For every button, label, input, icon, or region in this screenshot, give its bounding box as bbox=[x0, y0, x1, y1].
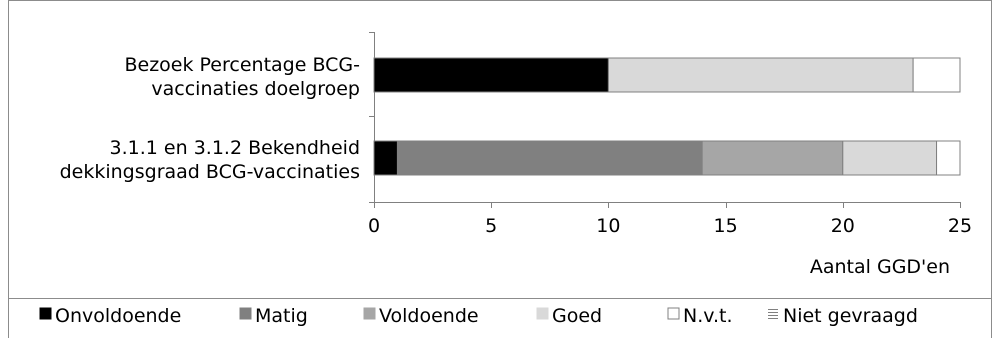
legend-label-n-v-t-: N.v.t. bbox=[683, 305, 733, 327]
x-tick-label: 20 bbox=[831, 215, 855, 237]
bar-segment-goed bbox=[842, 140, 938, 176]
x-tick-label: 15 bbox=[714, 215, 738, 237]
bar-segment-onvoldoende bbox=[373, 57, 609, 93]
category-label-line: 3.1.1 en 3.1.2 Bekendheid bbox=[110, 137, 360, 159]
category-label: Bezoek Percentage BCG-vaccinaties doelgr… bbox=[124, 54, 360, 100]
category-label: 3.1.1 en 3.1.2 Bekendheid dekkingsgraad B… bbox=[60, 137, 360, 183]
legend-label-niet-gevraagd: Niet gevraagd bbox=[783, 305, 918, 327]
bar-segment-goed bbox=[607, 57, 914, 93]
x-tick-label: 25 bbox=[948, 215, 972, 237]
legend-swatch-voldoende bbox=[363, 307, 376, 320]
legend-swatch-n-v-t- bbox=[667, 307, 680, 320]
x-tick-label: 5 bbox=[485, 215, 497, 237]
legend-label-matig: Matig bbox=[255, 305, 308, 327]
bar-segment-onvoldoende bbox=[373, 140, 398, 176]
x-axis-title: Aantal GGD'en bbox=[810, 256, 950, 278]
legend-label-onvoldoende: Onvoldoende bbox=[55, 305, 181, 327]
legend-swatch-matig bbox=[239, 307, 252, 320]
legend-swatch-niet-gevraagd bbox=[768, 309, 778, 319]
legend-label-voldoende: Voldoende bbox=[379, 305, 479, 327]
category-label-line: dekkingsgraad BCG-vaccinaties bbox=[60, 161, 360, 183]
legend-swatch-onvoldoende bbox=[39, 307, 52, 320]
legend: Onvoldoende Matig Voldoende Goed N.v.t. Niet … bbox=[39, 305, 918, 327]
legend-swatch-goed bbox=[536, 307, 549, 320]
x-tick-label: 10 bbox=[596, 215, 620, 237]
bar-segment-n-v-t- bbox=[936, 140, 961, 176]
category-label-line: vaccinaties doelgroep bbox=[151, 78, 360, 100]
chart-frame bbox=[8, 0, 992, 338]
bar-segment-n-v-t- bbox=[912, 57, 961, 93]
bar-segment-voldoende bbox=[701, 140, 844, 176]
x-tick-label: 0 bbox=[368, 215, 380, 237]
plot-area: 0 5 10 15 20 25 Aantal GGD'en Bezoek Percentage… bbox=[8, 0, 992, 299]
category-label-line: Bezoek Percentage BCG- bbox=[124, 54, 360, 76]
legend-label-goed: Goed bbox=[552, 305, 602, 327]
bar-segment-matig bbox=[396, 140, 703, 176]
